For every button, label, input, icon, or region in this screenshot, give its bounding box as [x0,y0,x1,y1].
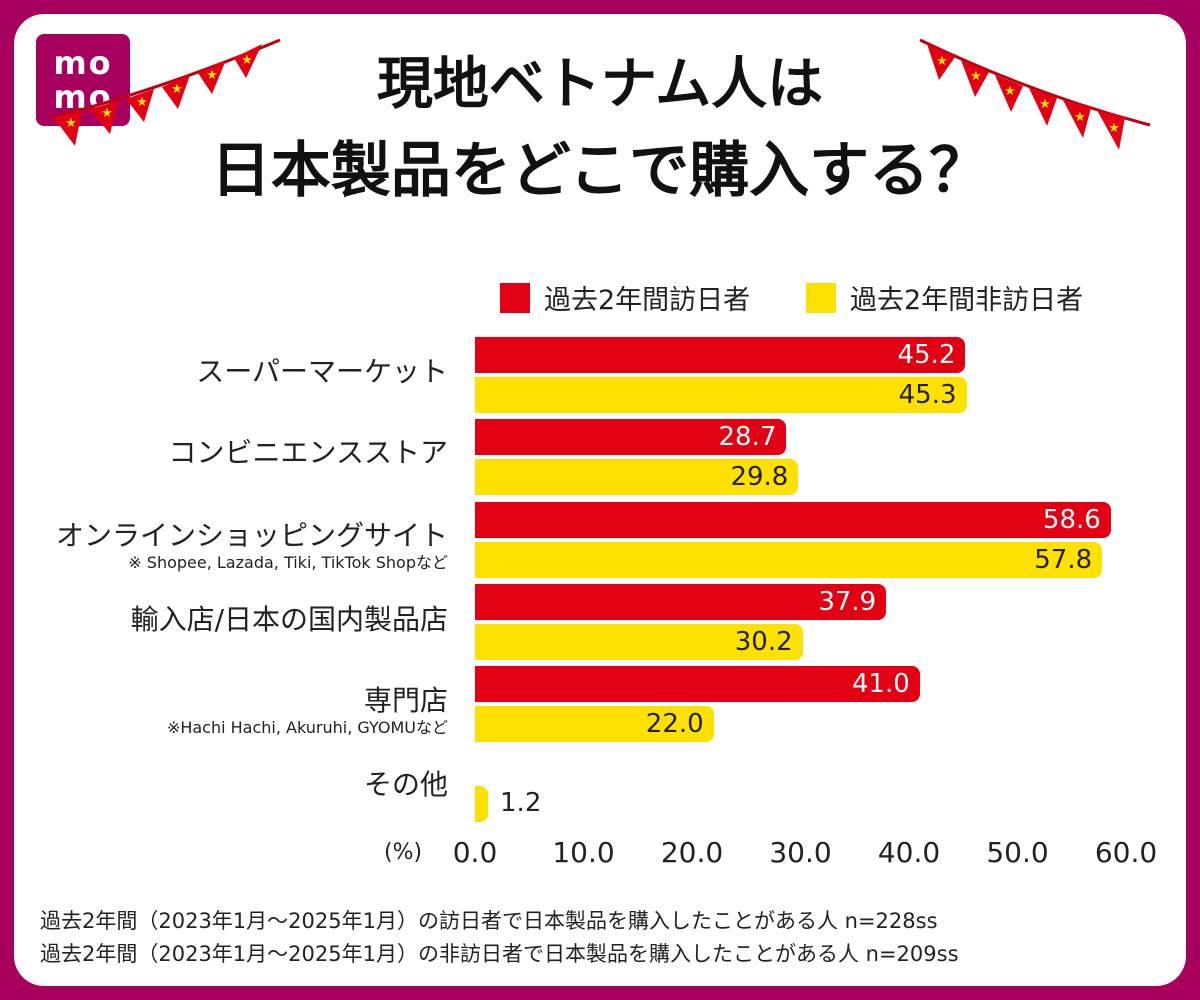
category-name: コンビニエンスストア [168,436,448,469]
title-line-2: 日本製品をどこで購入する？ [210,136,990,206]
bar-value-label: 1.2 [500,788,542,818]
category-label: スーパーマーケット [196,355,448,389]
x-tick-label: 10.0 [552,836,615,869]
x-tick-label: 60.0 [1094,836,1158,869]
footnote-visited: 過去2年間（2023年1月～2025年1月）の訪日者で日本製品を購入したことがあ… [40,909,938,933]
x-tick-label: 40.0 [877,836,941,869]
bar-value-label: 41.0 [851,669,910,699]
x-tick-label: 20.0 [660,836,724,869]
bunting-left-decoration: ★ ★ ★ ★ ★ ★ [49,38,281,146]
bunting-right-decoration: ★ ★ ★ ★ ★ ★ [919,38,1151,150]
x-tick-label: 30.0 [769,836,832,869]
category-label: 輸入店/日本の国内製品店 [131,603,448,637]
svg-text:★: ★ [1004,84,1016,99]
bar-value-label: 57.8 [1034,545,1093,575]
bar-visited: 45.2 [475,337,966,373]
bar-non-visited: 45.3 [475,377,967,413]
infographic-card [14,14,1186,986]
category-note: ※ Shopee, Lazada, Tiki, TikTok Shopなど [128,553,448,572]
bar-value-label: 22.0 [645,709,704,739]
svg-text:★: ★ [1108,121,1120,136]
legend-item-visited: 過去2年間訪日者 [500,278,750,317]
bar-non-visited: 29.8 [475,459,799,495]
category-label: オンラインショッピングサイト ※ Shopee, Lazada, Tiki, Ti… [56,519,448,573]
x-tick-label: 0.0 [452,836,498,869]
svg-text:★: ★ [101,106,113,121]
bar-value-label: 58.6 [1042,505,1101,535]
legend-label-non-visited: 過去2年間非訪日者 [850,285,1084,316]
svg-text:★: ★ [1074,110,1086,125]
svg-text:★: ★ [171,82,183,97]
legend-item-non-visited: 過去2年間非訪日者 [806,278,1083,317]
svg-text:★: ★ [241,53,253,68]
bar-non-visited: 57.8 [475,542,1103,578]
bar-visited: 28.7 [475,419,787,455]
bar-value-label: 29.8 [730,462,789,492]
category-label: 専門店 ※Hachi Hachi, Akuruhi, GYOMUなど [167,684,448,738]
title-line-1: 現地ベトナム人は [376,52,824,117]
category-name: 輸入店/日本の国内製品店 [130,603,448,636]
bar-visited: 58.6 [475,502,1111,538]
bar-non-visited: 30.2 [475,624,803,660]
svg-text:★: ★ [136,95,148,110]
axis-unit-label: (%) [384,840,423,865]
category-name: オンラインショッピングサイト [55,519,448,552]
bar-value-label: 45.3 [898,380,957,410]
bar-value-label: 37.9 [818,587,877,617]
category-note: ※Hachi Hachi, Akuruhi, GYOMUなど [166,718,448,737]
svg-text:★: ★ [1039,97,1051,112]
bar-value-label: 30.2 [734,627,793,657]
logo-text-line1: mo [53,44,113,82]
bar-visited: 41.0 [475,666,920,702]
svg-text:★: ★ [206,68,218,83]
legend-swatch-red [500,282,530,313]
x-tick-label: 50.0 [986,836,1049,869]
bar-visited: 37.9 [475,584,887,620]
category-label: その他 [364,768,448,802]
category-name: 専門店 [363,684,448,717]
category-name: スーパーマーケット [196,355,448,388]
category-label: コンビニエンスストア [169,436,448,470]
footnote-non-visited: 過去2年間（2023年1月～2025年1月）の非訪日者で日本製品を購入したことが… [40,942,959,966]
legend-swatch-yellow [806,282,836,313]
bar-value-label: 45.2 [897,340,956,370]
category-name: その他 [363,768,448,801]
bar-non-visited: 22.0 [475,706,714,742]
legend-label-visited: 過去2年間訪日者 [544,285,751,316]
svg-text:★: ★ [936,54,948,69]
bar-value-label: 28.7 [718,422,777,452]
svg-text:★: ★ [970,69,982,84]
svg-text:★: ★ [65,116,77,131]
bar-non-visited [475,786,489,822]
